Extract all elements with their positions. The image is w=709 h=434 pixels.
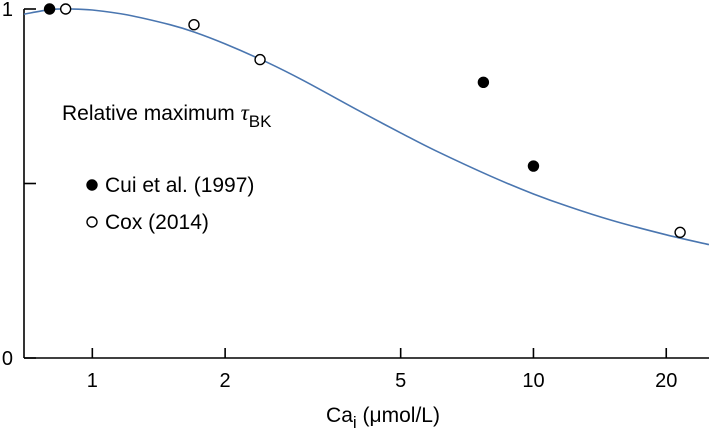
- fit-curve-group: [23, 8, 709, 246]
- x-axis-label: Cai (μmol/L): [326, 404, 440, 432]
- x-tick-label: 20: [655, 370, 677, 392]
- y-ticks: 01: [2, 0, 36, 370]
- x-tick-label: 1: [87, 370, 98, 392]
- x-ticks: 1 2 5 10 20: [87, 348, 677, 392]
- data-point-cui: [477, 76, 490, 88]
- legend-marker-cox: [86, 216, 98, 228]
- legend: Cui et al. (1997) Cox (2014): [86, 174, 254, 234]
- data-point-cox: [254, 53, 266, 66]
- fit-curve: [23, 8, 709, 246]
- legend-label-cox: Cox (2014): [105, 211, 209, 234]
- data-point-cox: [188, 19, 200, 31]
- y-tick-label: 1: [2, 0, 13, 21]
- x-tick-label: 10: [522, 370, 544, 392]
- chart-title: Relative maximum τBK: [62, 100, 272, 131]
- data-point-cui: [43, 3, 56, 15]
- data-point-cui: [527, 160, 540, 172]
- legend-label-cui: Cui et al. (1997): [105, 174, 254, 197]
- x-tick-label: 5: [395, 370, 406, 392]
- x-tick-label: 2: [220, 370, 231, 392]
- data-points: [43, 3, 686, 239]
- data-point-cox: [674, 226, 686, 239]
- y-tick-label: 0: [2, 348, 13, 370]
- data-point-cox: [59, 3, 72, 15]
- legend-marker-cui: [86, 179, 98, 191]
